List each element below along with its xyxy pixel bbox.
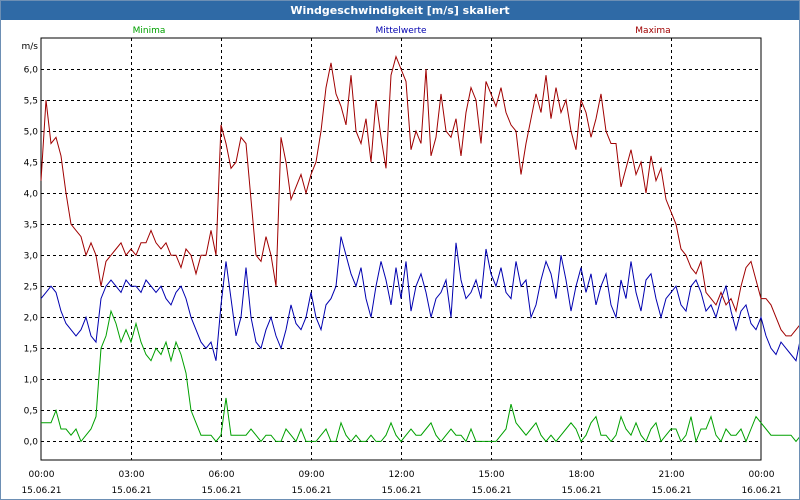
x-tick-date-label: 15.06.21 (651, 486, 691, 496)
x-tick-date-label: 15.06.21 (471, 486, 511, 496)
x-tick-time-label: 00:00 (749, 470, 775, 480)
x-tick-time-label: 00:00 (29, 470, 55, 480)
x-tick-time-label: 15:00 (479, 470, 505, 480)
x-tick-date-label: 16.06.21 (741, 486, 781, 496)
x-tick-date-label: 15.06.21 (201, 486, 241, 496)
x-tick-time-label: 06:00 (209, 470, 235, 480)
x-tick-time-label: 12:00 (389, 470, 415, 480)
y-tick-label: 1,0 (24, 376, 39, 386)
x-tick-date-label: 15.06.21 (381, 486, 421, 496)
line-chart: 0,0 0,5 1,0 1,5 2,0 2,5 3,0 3,5 4,0 4,5 5,0 5,5 6,0 0… (21, 26, 799, 496)
series-line-maxima (40, 55, 799, 337)
y-tick-label: 6,0 (24, 66, 39, 76)
legend-entry-mittelwerte: Mittelwerte (375, 26, 426, 36)
y-tick-label: 2,5 (24, 283, 38, 293)
legend-entry-minima: Minima (133, 26, 166, 36)
x-tick-time-label: 18:00 (569, 470, 595, 480)
y-tick-label: 3,0 (24, 252, 39, 262)
legend-entry-maxima: Maxima (635, 26, 670, 36)
x-tick-time-label: 03:00 (119, 470, 145, 480)
y-tick-label: 5,0 (24, 128, 39, 138)
y-tick-label: 5,5 (24, 97, 38, 107)
y-tick-label: 4,0 (24, 190, 39, 200)
series-line-mittelwerte (40, 236, 799, 362)
window-title: Windgeschwindigkeit [m/s] skaliert (1, 1, 799, 20)
y-tick-label: 2,0 (24, 314, 39, 324)
x-tick-date-label: 15.06.21 (21, 486, 61, 496)
x-tick-date-label: 15.06.21 (291, 486, 331, 496)
y-tick-label: 1,5 (24, 345, 38, 355)
series-line-minima (41, 309, 799, 444)
y-tick-label: 0,5 (24, 407, 38, 417)
y-tick-label: 3,5 (24, 221, 38, 231)
x-tick-date-label: 15.06.21 (111, 486, 151, 496)
y-tick-label: 0,0 (24, 438, 39, 448)
x-tick-date-label: 15.06.21 (561, 486, 601, 496)
y-tick-label: 4,5 (24, 159, 38, 169)
x-tick-time-label: 21:00 (659, 470, 685, 480)
y-axis-label: m/s (22, 42, 39, 52)
x-tick-time-label: 09:00 (299, 470, 325, 480)
